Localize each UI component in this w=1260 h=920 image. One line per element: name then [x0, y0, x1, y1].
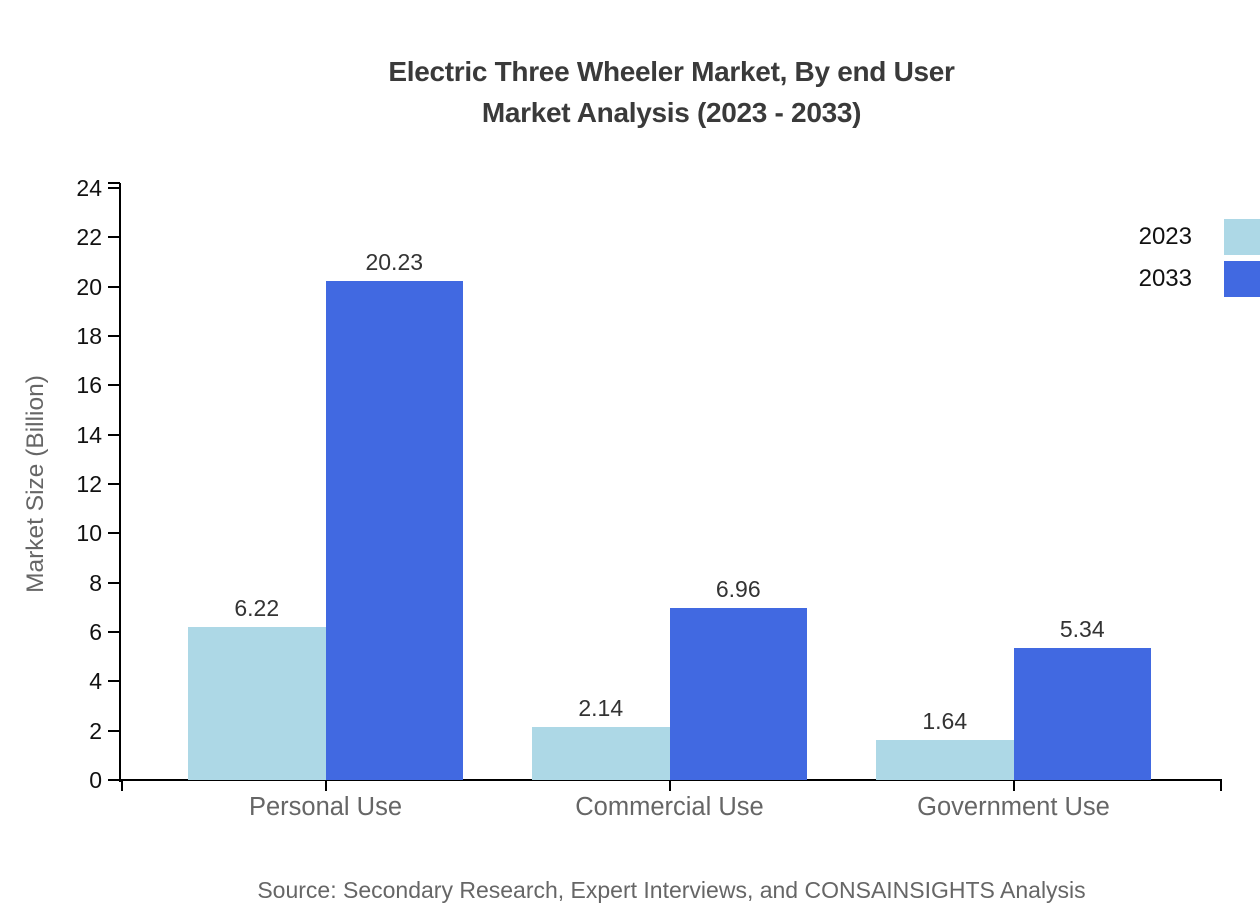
- value-label-2033-personal-use: 20.23: [365, 248, 424, 275]
- y-tick-label: 12: [76, 471, 102, 497]
- value-label-2023-government-use: 1.64: [922, 707, 968, 734]
- y-tick-label: 20: [76, 273, 102, 300]
- chart-title-line2: Market Analysis (2023 - 2033): [481, 97, 862, 128]
- y-tick: [108, 631, 120, 633]
- y-tick: [108, 384, 120, 387]
- y-tick-label: 4: [89, 668, 102, 695]
- x-tick: [324, 780, 327, 791]
- y-tick-label: 6: [89, 619, 102, 645]
- legend-item-2023: 2023: [1020, 219, 1260, 255]
- bar-2033-commercial-use: [669, 608, 807, 780]
- y-tick: [108, 532, 120, 535]
- value-label-2023-commercial-use: 2.14: [578, 695, 624, 722]
- y-tick-label: 22: [76, 224, 102, 251]
- bar-2023-government-use: [876, 739, 1014, 780]
- legend-item-2033: 2033: [1020, 261, 1260, 297]
- value-label-2033-government-use: 5.34: [1059, 616, 1105, 643]
- y-tick: [108, 581, 120, 584]
- x-tick: [668, 780, 671, 791]
- category-label: Government Use: [917, 793, 1110, 821]
- x-axis-startcap: [121, 780, 123, 791]
- y-tick-label: 18: [76, 323, 102, 349]
- y-tick: [108, 779, 120, 781]
- value-label-2023-personal-use: 6.22: [234, 594, 280, 621]
- y-tick: [108, 335, 120, 337]
- y-axis-endcap: [108, 182, 120, 184]
- y-tick-label: 0: [89, 767, 102, 793]
- y-tick-label: 16: [76, 372, 102, 399]
- chart-title-line1: Electric Three Wheeler Market, By end Us…: [388, 56, 955, 87]
- y-tick: [108, 187, 120, 189]
- value-label-2033-commercial-use: 6.96: [715, 576, 761, 603]
- source-note: Source: Secondary Research, Expert Inter…: [257, 877, 1086, 903]
- y-tick: [108, 433, 120, 436]
- x-axis-line: [121, 779, 1222, 781]
- bar-2023-personal-use: [188, 626, 326, 780]
- y-tick: [108, 680, 120, 683]
- bar-2023-commercial-use: [532, 727, 670, 780]
- y-tick: [108, 236, 120, 239]
- y-tick-label: 14: [76, 421, 102, 448]
- legend-swatch-2033: [1224, 261, 1260, 297]
- legend-swatch-2023: [1224, 219, 1260, 255]
- y-tick-label: 24: [76, 175, 102, 201]
- y-tick-label: 2: [89, 717, 102, 744]
- y-tick: [108, 483, 120, 485]
- legend-label-2023: 2023: [1138, 223, 1192, 250]
- chart-title: Electric Three Wheeler Market, By end Us…: [121, 51, 1222, 133]
- y-tick: [108, 729, 120, 732]
- x-axis-endcap: [1220, 780, 1222, 791]
- bar-2033-personal-use: [325, 280, 463, 780]
- y-tick: [108, 285, 120, 288]
- y-tick-label: 10: [76, 520, 102, 547]
- bar-2033-government-use: [1013, 648, 1151, 780]
- category-label: Commercial Use: [575, 793, 764, 821]
- category-label: Personal Use: [248, 793, 403, 821]
- y-tick-label: 8: [89, 569, 102, 596]
- legend-label-2033: 2033: [1138, 265, 1192, 292]
- y-axis-line: [119, 183, 121, 782]
- x-tick: [1012, 780, 1015, 791]
